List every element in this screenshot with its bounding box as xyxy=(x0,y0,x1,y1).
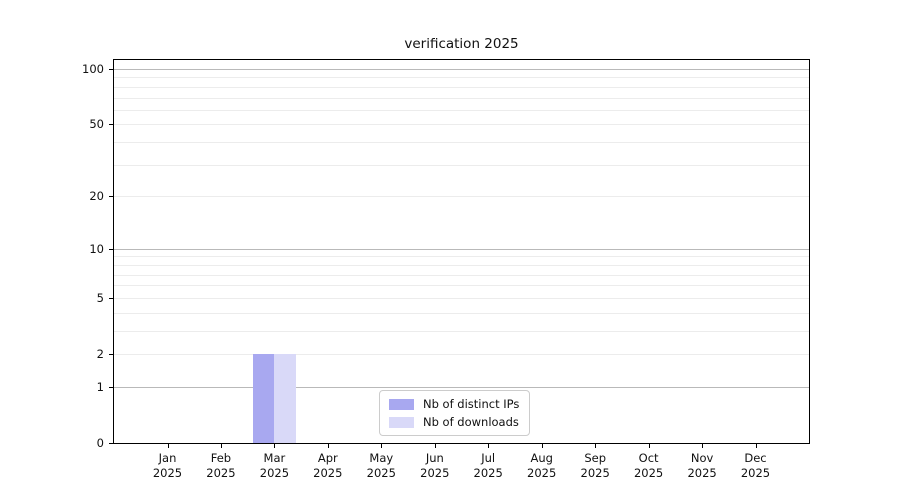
gridline-minor xyxy=(114,109,809,111)
x-tick-year: 2025 xyxy=(473,466,503,480)
x-tick-year: 2025 xyxy=(206,466,236,480)
x-tick-year: 2025 xyxy=(740,466,771,480)
x-tick-label: Mar 2025 xyxy=(243,451,305,481)
x-tick-year: 2025 xyxy=(580,466,610,480)
x-tick-year: 2025 xyxy=(366,466,396,480)
plot-area: Nb of distinct IPs Nb of downloads xyxy=(113,59,810,444)
x-tick-month: Nov xyxy=(690,451,714,465)
x-tick-label: Aug 2025 xyxy=(511,451,573,481)
gridline-minor xyxy=(114,312,809,314)
x-tick-month: Sep xyxy=(584,451,607,465)
legend-label-distinct-ips: Nb of distinct IPs xyxy=(423,397,520,411)
x-tick-label: Jun 2025 xyxy=(404,451,466,481)
y-tick-label: 1 xyxy=(96,379,104,394)
x-tick-month: Apr xyxy=(317,451,338,465)
y-tick-mark xyxy=(109,443,113,444)
chart-legend: Nb of distinct IPs Nb of downloads xyxy=(379,390,531,436)
x-tick-mark xyxy=(167,444,169,448)
y-tick-label: 5 xyxy=(96,290,104,305)
x-tick-mark xyxy=(648,444,650,448)
gridline-minor xyxy=(114,86,809,88)
gridline-minor xyxy=(114,97,809,99)
x-tick-label: Sep 2025 xyxy=(564,451,626,481)
x-tick-month: Jul xyxy=(481,451,496,465)
y-tick-mark xyxy=(109,354,113,355)
x-tick-year: 2025 xyxy=(313,466,343,480)
y-tick-mark xyxy=(109,248,113,250)
x-tick-month: Jan xyxy=(158,451,177,465)
x-tick-label: Jan 2025 xyxy=(137,451,199,481)
bar-downloads xyxy=(274,354,296,443)
x-tick-month: Oct xyxy=(638,451,659,465)
y-tick-label: 0 xyxy=(96,436,104,450)
legend-item-downloads: Nb of downloads xyxy=(389,415,519,429)
x-tick-mark xyxy=(595,444,597,448)
bar-distinct-ips xyxy=(252,354,275,443)
x-tick-label: Apr 2025 xyxy=(297,451,359,481)
x-tick-label: Feb 2025 xyxy=(190,451,252,481)
gridline-minor xyxy=(114,142,809,144)
x-tick-mark xyxy=(434,444,436,448)
x-tick-month: May xyxy=(369,451,394,465)
gridline-minor xyxy=(114,256,809,258)
x-tick-label: Dec 2025 xyxy=(725,451,787,481)
x-tick-month: Mar xyxy=(263,451,286,465)
x-tick-label: Oct 2025 xyxy=(618,451,680,481)
x-tick-year: 2025 xyxy=(527,466,557,480)
gridline-minor xyxy=(114,274,809,276)
gridline-major xyxy=(114,248,809,250)
gridline-minor xyxy=(114,285,809,287)
x-tick-month: Dec xyxy=(744,451,767,465)
x-tick-mark xyxy=(381,444,383,448)
x-tick-mark xyxy=(220,444,222,448)
legend-swatch-distinct-ips xyxy=(389,398,414,410)
y-tick-label: 50 xyxy=(89,117,104,132)
x-tick-mark xyxy=(541,444,543,448)
gridline-minor xyxy=(114,330,809,332)
x-tick-label: Jul 2025 xyxy=(457,451,519,481)
gridline-minor xyxy=(114,354,809,355)
y-tick-mark xyxy=(109,69,113,70)
gridline-minor xyxy=(114,164,809,166)
y-tick-mark xyxy=(109,124,113,126)
y-tick-mark xyxy=(109,196,113,198)
x-tick-month: Aug xyxy=(530,451,553,465)
y-tick-label: 2 xyxy=(96,347,104,361)
y-tick-mark xyxy=(109,297,113,299)
gridline-minor xyxy=(114,124,809,126)
legend-item-distinct-ips: Nb of distinct IPs xyxy=(389,397,519,411)
x-tick-mark xyxy=(488,444,490,448)
gridline-major xyxy=(114,386,809,388)
gridline-minor xyxy=(114,264,809,266)
y-tick-label: 10 xyxy=(89,241,104,256)
x-tick-year: 2025 xyxy=(420,466,450,480)
x-tick-month: Jun xyxy=(425,451,444,465)
x-tick-year: 2025 xyxy=(687,466,717,480)
x-tick-mark xyxy=(755,444,757,448)
x-tick-year: 2025 xyxy=(259,466,290,480)
x-tick-label: May 2025 xyxy=(350,451,412,481)
chart-title: verification 2025 xyxy=(404,36,519,52)
x-tick-mark xyxy=(274,444,276,448)
x-tick-mark xyxy=(327,444,329,448)
x-tick-mark xyxy=(702,444,704,448)
y-tick-label: 20 xyxy=(89,189,104,204)
x-tick-label: Nov 2025 xyxy=(671,451,733,481)
gridline-minor xyxy=(114,297,809,299)
y-tick-label: 100 xyxy=(82,62,104,76)
legend-label-downloads: Nb of downloads xyxy=(423,415,519,429)
x-tick-month: Feb xyxy=(210,451,232,465)
y-tick-mark xyxy=(109,386,113,388)
legend-swatch-downloads xyxy=(389,416,414,428)
gridline-minor xyxy=(114,196,809,198)
gridline-minor xyxy=(114,77,809,79)
gridline-major xyxy=(114,69,809,70)
x-tick-year: 2025 xyxy=(152,466,183,480)
x-tick-year: 2025 xyxy=(633,466,664,480)
